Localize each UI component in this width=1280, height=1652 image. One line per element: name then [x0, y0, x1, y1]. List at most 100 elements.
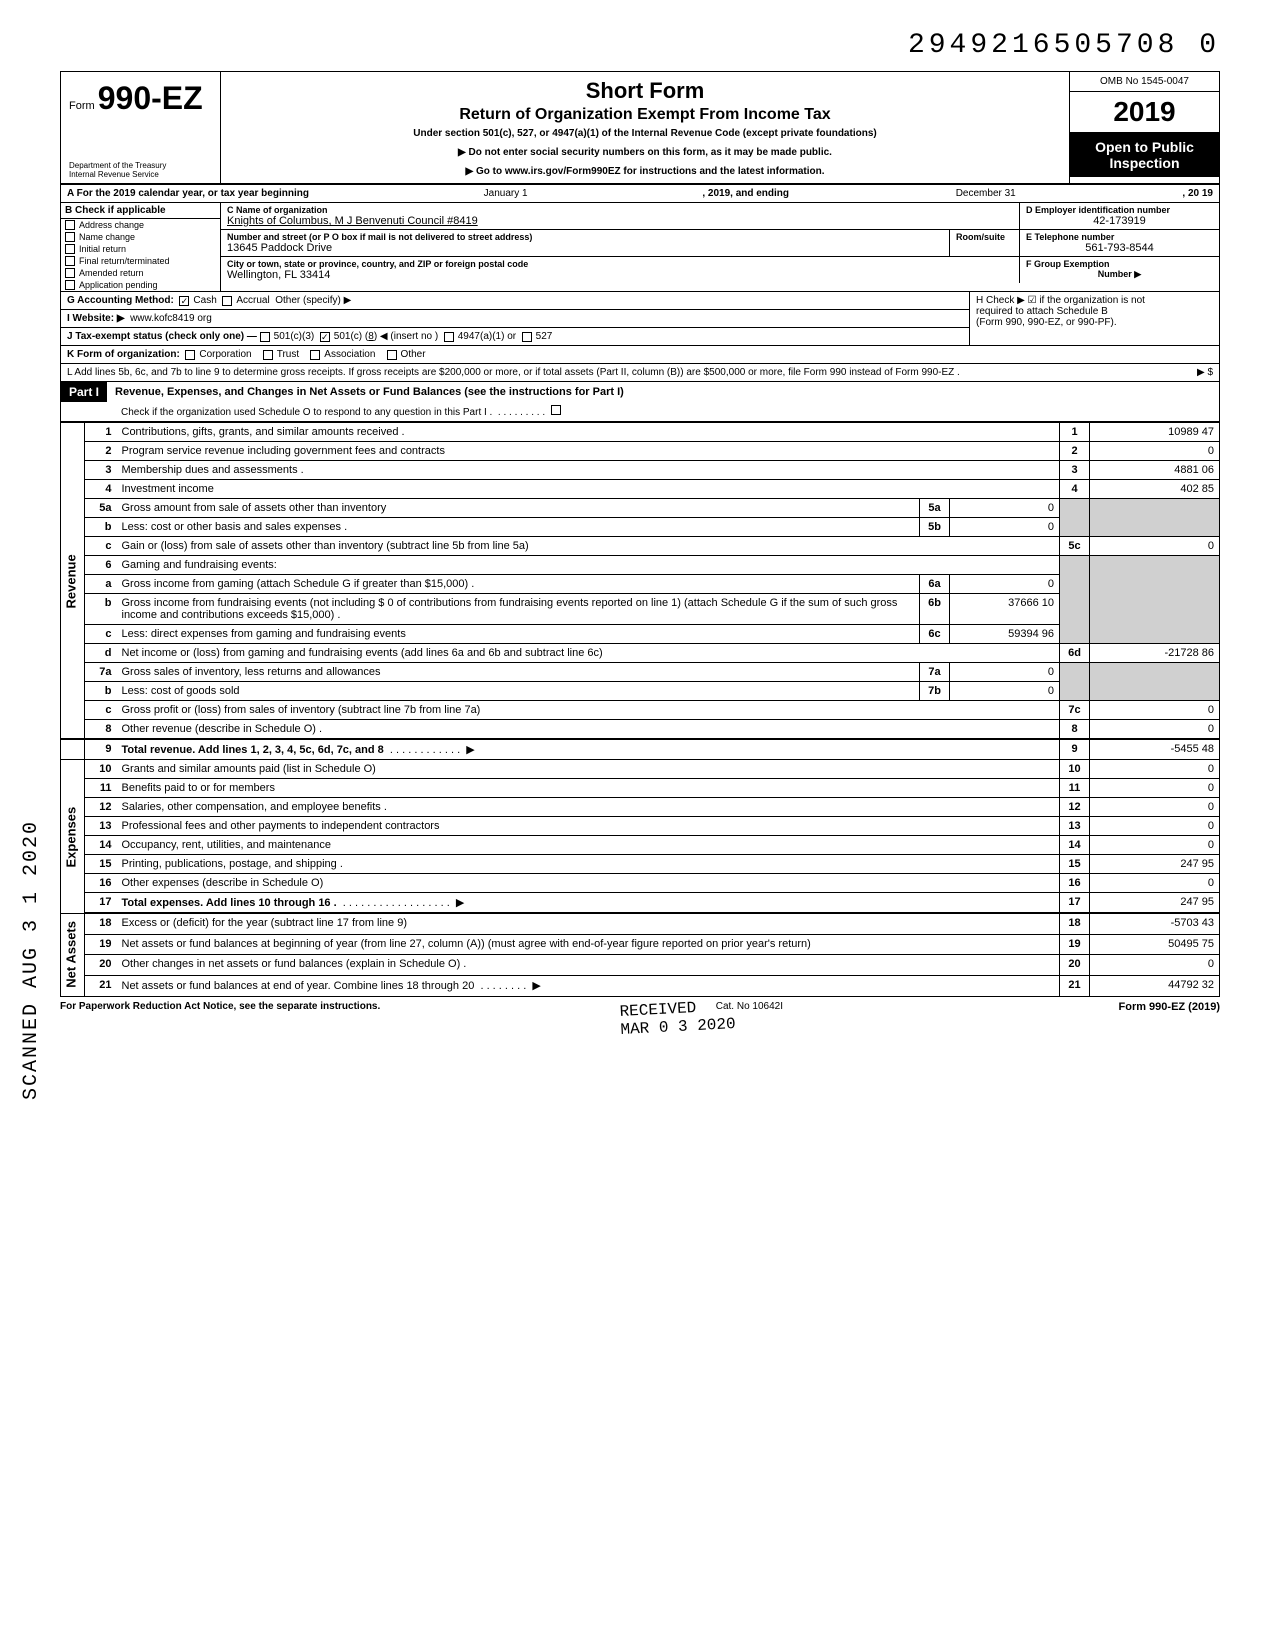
form-prefix: Form	[69, 100, 95, 112]
row-a-tax-year: A For the 2019 calendar year, or tax yea…	[60, 185, 1220, 203]
part-1-title: Revenue, Expenses, and Changes in Net As…	[107, 383, 1219, 401]
form-year-box: OMB No 1545-0047 2019 Open to Public Ins…	[1069, 72, 1219, 183]
line-1-val: 10989 47	[1090, 423, 1220, 442]
form-number: 990-EZ	[98, 80, 203, 116]
line-6d-num: d	[85, 644, 117, 663]
line-8-desc: Other revenue (describe in Schedule O) .	[117, 720, 1060, 740]
checkbox-name-change[interactable]	[65, 232, 75, 242]
line-11-val: 0	[1090, 779, 1220, 798]
line-5b-desc: Less: cost or other basis and sales expe…	[117, 518, 920, 537]
checkbox-4947[interactable]	[444, 332, 454, 342]
line-17-desc: Total expenses. Add lines 10 through 16 …	[122, 897, 337, 909]
line-5c-val: 0	[1090, 537, 1220, 556]
line-9-col: 9	[1060, 739, 1090, 760]
line-17-arrow: ▶	[456, 897, 464, 909]
line-4-col: 4	[1060, 480, 1090, 499]
line-15-desc: Printing, publications, postage, and shi…	[117, 855, 1060, 874]
line-5a-desc: Gross amount from sale of assets other t…	[117, 499, 920, 518]
line-6c-desc: Less: direct expenses from gaming and fu…	[117, 625, 920, 644]
line-15-col: 15	[1060, 855, 1090, 874]
c-label: C Name of organization	[227, 205, 1013, 215]
l-text: L Add lines 5b, 6c, and 7b to line 9 to …	[67, 367, 1197, 378]
i-label: I Website: ▶	[67, 313, 125, 324]
city-label: City or town, state or province, country…	[227, 259, 1013, 269]
line-3-desc: Membership dues and assessments .	[117, 461, 1060, 480]
row-a-end: December 31	[789, 188, 1182, 199]
line-5c-desc: Gain or (loss) from sale of assets other…	[117, 537, 1060, 556]
form-subsub: Under section 501(c), 527, or 4947(a)(1)…	[231, 128, 1059, 139]
line-11-desc: Benefits paid to or for members	[117, 779, 1060, 798]
line-5b-icol: 5b	[920, 518, 950, 537]
line-8-num: 8	[85, 720, 117, 740]
checkbox-address-change[interactable]	[65, 220, 75, 230]
line-7a-ival: 0	[950, 663, 1060, 682]
checkbox-amended[interactable]	[65, 268, 75, 278]
checkbox-accrual[interactable]	[222, 296, 232, 306]
line-6c-icol: 6c	[920, 625, 950, 644]
form-title: Short Form	[231, 78, 1059, 104]
city-value: Wellington, FL 33414	[227, 269, 1013, 281]
checkbox-initial-return[interactable]	[65, 244, 75, 254]
line-20-num: 20	[85, 955, 117, 976]
line-13-desc: Professional fees and other payments to …	[117, 817, 1060, 836]
line-6b-ival: 37666 10	[950, 594, 1060, 625]
line-13-col: 13	[1060, 817, 1090, 836]
checklist-item-4: Amended return	[79, 268, 144, 278]
dept-line-1: Department of the Treasury	[69, 161, 166, 170]
line-7b-icol: 7b	[920, 682, 950, 701]
line-18-desc: Excess or (deficit) for the year (subtra…	[117, 913, 1060, 934]
line-19-desc: Net assets or fund balances at beginning…	[117, 934, 1060, 955]
line-9-num: 9	[85, 739, 117, 760]
checkbox-trust[interactable]	[263, 350, 273, 360]
ein-value: 42-173919	[1026, 215, 1213, 227]
checkbox-527[interactable]	[522, 332, 532, 342]
k-opt2: Trust	[277, 349, 299, 360]
part-1-subtitle: Check if the organization used Schedule …	[121, 407, 492, 418]
checkbox-other-org[interactable]	[387, 350, 397, 360]
j-opt2-pre: 501(c) (	[334, 331, 368, 342]
checkbox-assoc[interactable]	[310, 350, 320, 360]
phone-value: 561-793-8544	[1026, 242, 1213, 254]
street-value: 13645 Paddock Drive	[227, 242, 943, 254]
checkbox-501c[interactable]	[320, 332, 330, 342]
j-opt1: 501(c)(3)	[274, 331, 315, 342]
line-17-col: 17	[1060, 893, 1090, 914]
line-13-val: 0	[1090, 817, 1220, 836]
checkbox-corp[interactable]	[185, 350, 195, 360]
line-21-num: 21	[85, 975, 117, 997]
line-14-desc: Occupancy, rent, utilities, and maintena…	[117, 836, 1060, 855]
h-box: H Check ▶ ☑ if the organization is not r…	[969, 292, 1219, 345]
line-14-val: 0	[1090, 836, 1220, 855]
line-6-num: 6	[85, 556, 117, 575]
side-label-net-assets: Net Assets	[61, 913, 85, 997]
checkbox-schedule-o[interactable]	[551, 405, 561, 415]
line-6d-col: 6d	[1060, 644, 1090, 663]
part-1-label: Part I	[61, 382, 107, 402]
line-6b-num: b	[85, 594, 117, 625]
row-a-label: A For the 2019 calendar year, or tax yea…	[67, 188, 309, 199]
checkbox-pending[interactable]	[65, 280, 75, 290]
side-label-expenses: Expenses	[61, 760, 85, 914]
line-7a-desc: Gross sales of inventory, less returns a…	[117, 663, 920, 682]
room-label: Room/suite	[956, 232, 1013, 242]
checkbox-final-return[interactable]	[65, 256, 75, 266]
line-5c-col: 5c	[1060, 537, 1090, 556]
line-4-num: 4	[85, 480, 117, 499]
line-6b-desc: Gross income from fundraising events (no…	[117, 594, 920, 625]
checkbox-cash[interactable]	[179, 296, 189, 306]
line-7b-num: b	[85, 682, 117, 701]
line-9-val: -5455 48	[1090, 739, 1220, 760]
line-9-desc: Total revenue. Add lines 1, 2, 3, 4, 5c,…	[122, 744, 384, 756]
e-label: E Telephone number	[1026, 232, 1213, 242]
scanned-stamp: SCANNED AUG 3 1 2020	[20, 820, 43, 1100]
line-2-desc: Program service revenue including govern…	[117, 442, 1060, 461]
checkbox-501c3[interactable]	[260, 332, 270, 342]
line-7c-num: c	[85, 701, 117, 720]
line-20-desc: Other changes in net assets or fund bala…	[117, 955, 1060, 976]
line-1-col: 1	[1060, 423, 1090, 442]
line-5b-ival: 0	[950, 518, 1060, 537]
checklist-item-1: Name change	[79, 232, 135, 242]
h-line-2: required to attach Schedule B	[976, 306, 1213, 317]
line-7b-desc: Less: cost of goods sold	[117, 682, 920, 701]
checklist-item-2: Initial return	[79, 244, 126, 254]
